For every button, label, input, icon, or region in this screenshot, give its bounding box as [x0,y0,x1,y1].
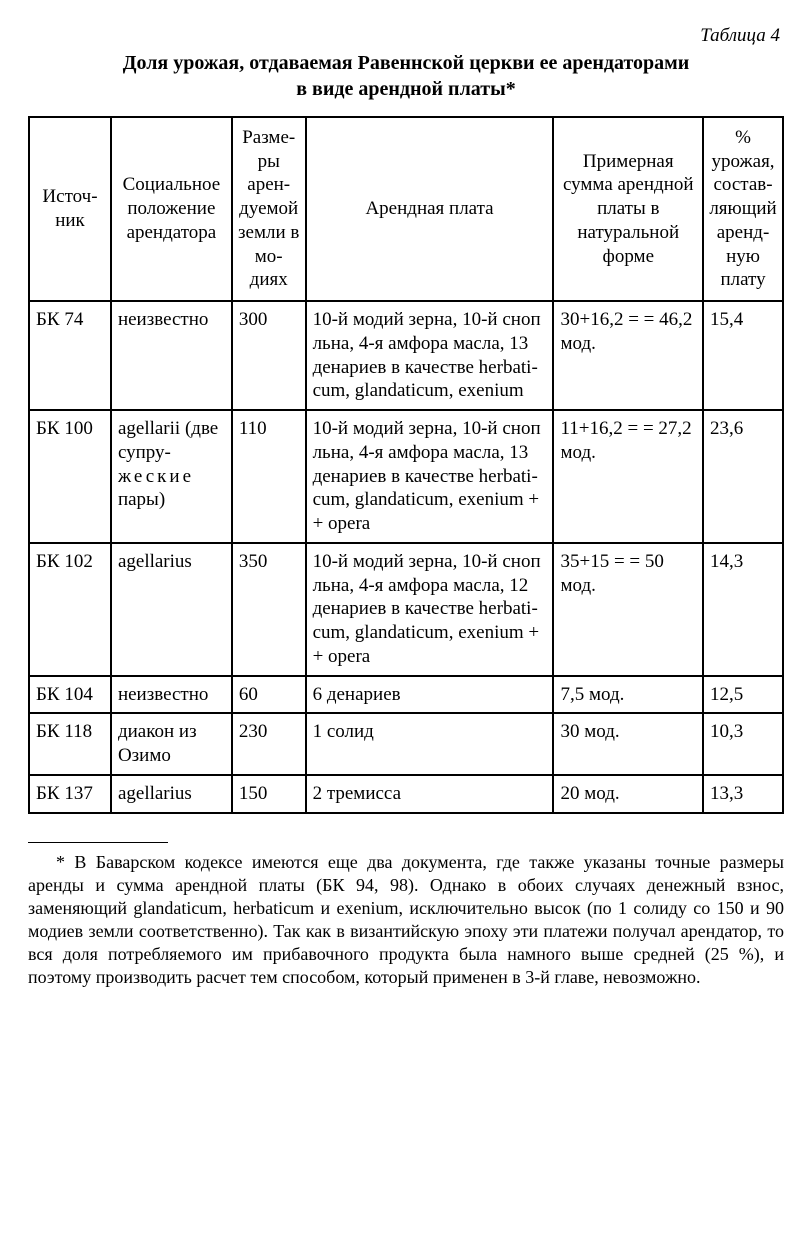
cell-c1: agellarii (две супру-жеские пары) [111,410,232,543]
cell-c2: 230 [232,713,306,775]
cell-c0: БК 137 [29,775,111,813]
col-sum: Примерная сумма арендной платы в натурал… [553,117,703,301]
cell-c2: 60 [232,676,306,714]
cell-c0: БК 100 [29,410,111,543]
cell-c3: 10-й модий зерна, 10-й сноп льна, 4-я ам… [306,301,554,410]
cell-c5: 23,6 [703,410,783,543]
col-size: Разме- ры арен- дуемой земли в мо- диях [232,117,306,301]
title-line-2: в виде арендной платы* [296,78,515,100]
cell-c2: 150 [232,775,306,813]
col-percent: % урожая, состав- ляющий аренд- ную плат… [703,117,783,301]
cell-c4: 7,5 мод. [553,676,703,714]
cell-c0: БК 102 [29,543,111,676]
cell-c3: 2 тремисса [306,775,554,813]
col-rent: Арендная плата [306,117,554,301]
table-title: Доля урожая, отдаваемая Равеннской церкв… [28,50,784,102]
cell-c0: БК 74 [29,301,111,410]
cell-c5: 12,5 [703,676,783,714]
cell-c3: 10-й модий зерна, 10-й сноп льна, 4-я ам… [306,543,554,676]
cell-c5: 10,3 [703,713,783,775]
table-row: БК 100agellarii (две супру-жеские пары)1… [29,410,783,543]
cell-c1: диакон из Озимо [111,713,232,775]
table-number: Таблица 4 [28,24,780,48]
table-row: БК 102agellarius35010-й модий зерна, 10-… [29,543,783,676]
cell-c3: 1 солид [306,713,554,775]
title-line-1: Доля урожая, отдаваемая Равеннской церкв… [123,52,690,74]
table-row: БК 137agellarius1502 тремисса20 мод.13,3 [29,775,783,813]
cell-c0: БК 104 [29,676,111,714]
table-header-row: Источ- ник Социальное положение арендато… [29,117,783,301]
cell-c3: 6 денариев [306,676,554,714]
table-row: БК 118диакон из Озимо2301 солид30 мод.10… [29,713,783,775]
footnote-separator [28,842,168,843]
cell-c4: 11+16,2 = = 27,2 мод. [553,410,703,543]
cell-c4: 30 мод. [553,713,703,775]
cell-c2: 300 [232,301,306,410]
cell-c5: 14,3 [703,543,783,676]
cell-c4: 35+15 = = 50 мод. [553,543,703,676]
cell-c2: 110 [232,410,306,543]
cell-c5: 15,4 [703,301,783,410]
rent-share-table: Источ- ник Социальное положение арендато… [28,116,784,814]
table-row: БК 104неизвестно606 денариев7,5 мод.12,5 [29,676,783,714]
cell-c1: неизвестно [111,676,232,714]
table-row: БК 74неизвестно30010-й модий зерна, 10-й… [29,301,783,410]
cell-c1: agellarius [111,543,232,676]
table-body: БК 74неизвестно30010-й модий зерна, 10-й… [29,301,783,813]
cell-c3: 10-й модий зерна, 10-й сноп льна, 4-я ам… [306,410,554,543]
footnote-text: * В Баварском кодексе имеются еще два до… [28,851,784,989]
cell-c4: 20 мод. [553,775,703,813]
cell-c4: 30+16,2 = = 46,2 мод. [553,301,703,410]
cell-c1: неизвестно [111,301,232,410]
cell-c1: agellarius [111,775,232,813]
cell-c0: БК 118 [29,713,111,775]
cell-c2: 350 [232,543,306,676]
col-status: Социальное положение арендатора [111,117,232,301]
col-source: Источ- ник [29,117,111,301]
cell-c5: 13,3 [703,775,783,813]
